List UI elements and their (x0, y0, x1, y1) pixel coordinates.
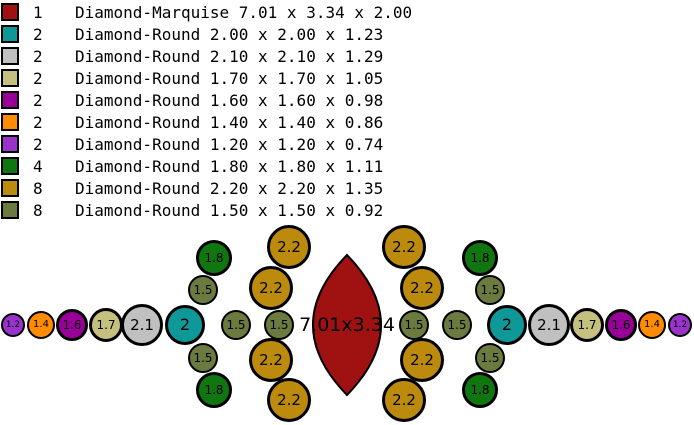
legend-row: 2 Diamond-Round 2.10 x 2.10 x 1.29 (0, 45, 412, 67)
stone-color-swatch (1, 91, 19, 109)
stone-color-swatch (1, 113, 19, 131)
stone-color-swatch (1, 69, 19, 87)
stone-count: 4 (33, 156, 43, 176)
stone-circle[interactable]: 1.2 (1, 313, 25, 337)
stone-circle[interactable]: 1.5 (399, 310, 429, 340)
stone-count: 2 (33, 46, 43, 66)
stone-color-swatch (1, 201, 19, 219)
stone-description: Diamond-Round 1.70 x 1.70 x 1.05 (75, 68, 384, 88)
legend-row: 2 Diamond-Round 1.40 x 1.40 x 0.86 (0, 111, 412, 133)
stone-circle[interactable]: 1.2 (668, 313, 692, 337)
stone-description: Diamond-Round 2.20 x 2.20 x 1.35 (75, 178, 384, 198)
stone-circle[interactable]: 2.2 (382, 378, 426, 422)
legend-row: 8 Diamond-Round 2.20 x 2.20 x 1.35 (0, 177, 412, 199)
stone-circle[interactable]: 1.5 (442, 310, 472, 340)
stone-count: 2 (33, 68, 43, 88)
stone-color-swatch (1, 25, 19, 43)
stone-description: Diamond-Round 1.80 x 1.80 x 1.11 (75, 156, 384, 176)
stone-circle[interactable]: 1.6 (56, 309, 88, 341)
stone-circle[interactable]: 1.4 (27, 311, 55, 339)
marquise-shape[interactable] (312, 253, 382, 397)
stone-circle[interactable]: 2.1 (121, 304, 163, 346)
marquise-size-label: 7.01x3.34 (299, 314, 395, 336)
stone-circle[interactable]: 2.2 (400, 338, 444, 382)
stone-description: Diamond-Round 1.40 x 1.40 x 0.86 (75, 112, 384, 132)
stone-legend: 1 Diamond-Marquise 7.01 x 3.34 x 2.00 2 Dia… (0, 1, 412, 221)
stone-circle[interactable]: 2.2 (400, 266, 444, 310)
stone-circle[interactable]: 1.5 (188, 275, 218, 305)
stone-circle[interactable]: 1.5 (188, 343, 218, 373)
stone-count: 2 (33, 24, 43, 44)
legend-row: 1 Diamond-Marquise 7.01 x 3.34 x 2.00 (0, 1, 412, 23)
legend-row: 2 Diamond-Round 1.20 x 1.20 x 0.74 (0, 133, 412, 155)
stone-count: 2 (33, 112, 43, 132)
stone-color-swatch (1, 3, 19, 21)
stone-circle[interactable]: 2.1 (528, 304, 570, 346)
stone-circle[interactable]: 1.6 (605, 309, 637, 341)
stone-description: Diamond-Round 2.10 x 2.10 x 1.29 (75, 46, 384, 66)
stone-circle[interactable]: 1.5 (475, 275, 505, 305)
stone-circle[interactable]: 1.8 (462, 240, 498, 276)
stone-description: Diamond-Round 2.00 x 2.00 x 1.23 (75, 24, 384, 44)
stone-count: 2 (33, 90, 43, 110)
stone-circle[interactable]: 1.7 (89, 308, 123, 342)
marquise-stone[interactable] (302, 250, 392, 400)
stone-circle[interactable]: 2.2 (249, 338, 293, 382)
stone-circle[interactable]: 1.5 (475, 343, 505, 373)
legend-row: 2 Diamond-Round 2.00 x 2.00 x 1.23 (0, 23, 412, 45)
stone-circle[interactable]: 1.8 (196, 372, 232, 408)
legend-row: 8 Diamond-Round 1.50 x 1.50 x 0.92 (0, 199, 412, 221)
stone-count: 8 (33, 200, 43, 220)
stone-circle[interactable]: 2.2 (249, 266, 293, 310)
stone-color-swatch (1, 157, 19, 175)
stone-circle[interactable]: 2.2 (267, 225, 311, 269)
stone-circle[interactable]: 2 (487, 305, 527, 345)
stone-count: 2 (33, 134, 43, 154)
stone-circle[interactable]: 1.8 (462, 372, 498, 408)
legend-row: 2 Diamond-Round 1.60 x 1.60 x 0.98 (0, 89, 412, 111)
stone-circle[interactable]: 1.7 (570, 308, 604, 342)
stone-circle[interactable]: 1.5 (264, 310, 294, 340)
legend-row: 2 Diamond-Round 1.70 x 1.70 x 1.05 (0, 67, 412, 89)
stone-color-swatch (1, 135, 19, 153)
stone-circle[interactable]: 1.8 (196, 240, 232, 276)
stone-count: 1 (33, 2, 43, 22)
stone-color-swatch (1, 47, 19, 65)
stone-circle[interactable]: 2.2 (382, 225, 426, 269)
stone-description: Diamond-Round 1.50 x 1.50 x 0.92 (75, 200, 384, 220)
stone-description: Diamond-Round 1.20 x 1.20 x 0.74 (75, 134, 384, 154)
stone-description: Diamond-Round 1.60 x 1.60 x 0.98 (75, 90, 384, 110)
stone-count: 8 (33, 178, 43, 198)
stone-circle[interactable]: 1.4 (638, 311, 666, 339)
stone-description: Diamond-Marquise 7.01 x 3.34 x 2.00 (75, 2, 413, 22)
stone-circle[interactable]: 1.5 (221, 310, 251, 340)
stone-circle[interactable]: 2.2 (267, 378, 311, 422)
legend-row: 4 Diamond-Round 1.80 x 1.80 x 1.11 (0, 155, 412, 177)
stone-color-swatch (1, 179, 19, 197)
stone-circle[interactable]: 2 (165, 305, 205, 345)
